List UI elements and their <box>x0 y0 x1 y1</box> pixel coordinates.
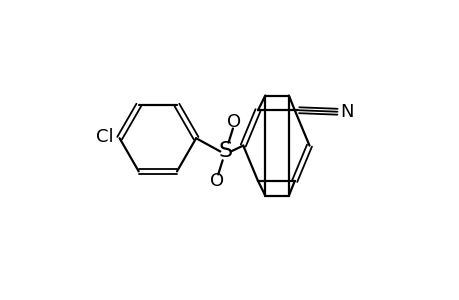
Text: S: S <box>218 142 232 161</box>
Text: O: O <box>209 172 224 190</box>
Text: O: O <box>227 113 241 131</box>
Text: N: N <box>340 103 353 121</box>
Text: Cl: Cl <box>96 128 113 146</box>
